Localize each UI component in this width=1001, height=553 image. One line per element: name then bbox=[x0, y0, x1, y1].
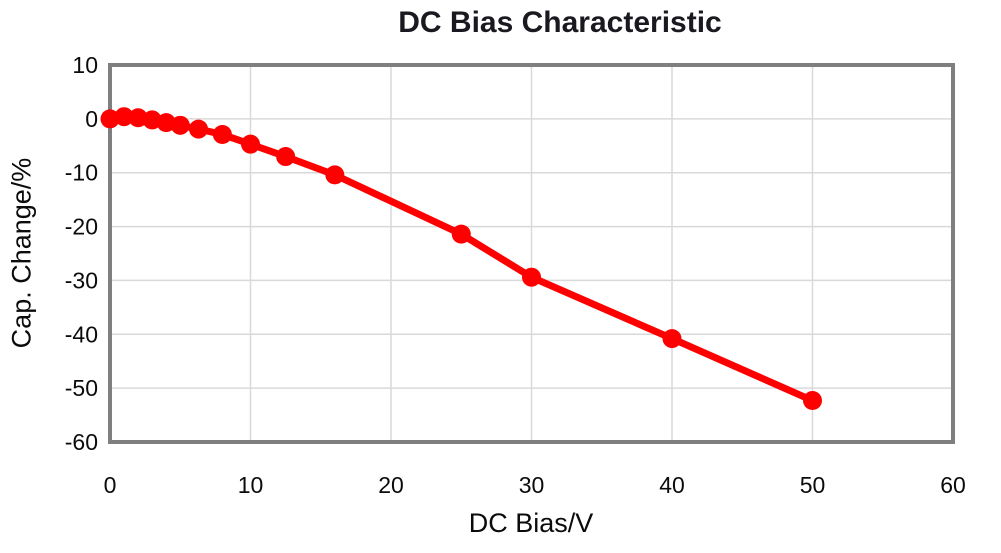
data-point bbox=[170, 115, 190, 135]
chart-title: DC Bias Characteristic bbox=[398, 6, 722, 39]
data-point bbox=[522, 267, 541, 287]
plot-border bbox=[108, 63, 955, 444]
x-tick-label: 0 bbox=[104, 472, 117, 498]
data-point bbox=[451, 224, 471, 244]
y-tick-label: -50 bbox=[65, 375, 98, 401]
data-point bbox=[156, 113, 176, 133]
y-tick-label: -30 bbox=[65, 267, 98, 293]
x-axis-label: DC Bias/V bbox=[468, 508, 594, 538]
data-point bbox=[142, 110, 162, 130]
data-point bbox=[114, 107, 134, 127]
x-tick-label: 10 bbox=[238, 472, 264, 498]
x-tick-label: 60 bbox=[940, 472, 966, 498]
data-point bbox=[189, 119, 209, 139]
series-line bbox=[106, 113, 816, 405]
y-tick-label: -10 bbox=[65, 160, 98, 186]
y-tick-label: -40 bbox=[65, 321, 98, 347]
y-tick-label: 10 bbox=[72, 52, 98, 78]
data-point bbox=[803, 391, 822, 411]
data-point bbox=[325, 165, 345, 185]
data-point bbox=[276, 147, 296, 167]
data-point bbox=[662, 329, 682, 349]
data-point bbox=[100, 109, 120, 129]
data-point bbox=[212, 124, 232, 144]
x-tick-label: 30 bbox=[519, 472, 545, 498]
data-point bbox=[128, 108, 148, 128]
x-tick-label: 20 bbox=[378, 472, 404, 498]
y-tick-label: -20 bbox=[65, 214, 98, 240]
y-axis-label: Cap. Change/% bbox=[6, 157, 37, 349]
x-tick-label: 40 bbox=[659, 472, 685, 498]
data-point bbox=[241, 134, 260, 154]
y-tick-label: -60 bbox=[65, 429, 98, 455]
x-tick-label: 50 bbox=[800, 472, 826, 498]
y-tick-label: 0 bbox=[85, 106, 98, 132]
